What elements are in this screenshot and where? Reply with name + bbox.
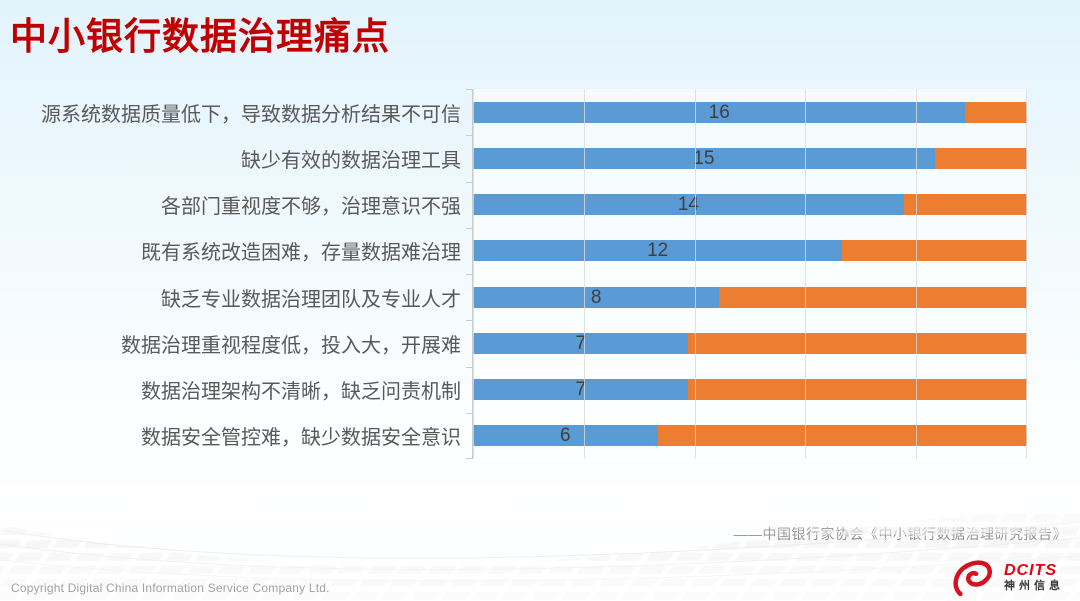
blue-segment: 12 (473, 240, 843, 262)
stacked-bar: 14 (473, 194, 1027, 216)
copyright-text: Copyright Digital China Information Serv… (11, 581, 330, 595)
value-label: 15 (693, 147, 715, 169)
value-label: 12 (647, 240, 669, 262)
blue-segment: 7 (473, 379, 689, 401)
stacked-bar: 16 (473, 101, 1027, 123)
bar-row: 6 (473, 413, 1027, 459)
orange-segment (965, 101, 1027, 123)
orange-segment (657, 425, 1027, 447)
bar-row: 7 (473, 367, 1027, 413)
orange-segment (842, 240, 1027, 262)
blue-segment: 14 (473, 194, 904, 216)
category-label: 数据治理架构不清晰，缺乏问责机制 (141, 381, 461, 404)
blue-segment: 6 (473, 425, 658, 447)
value-label: 14 (677, 194, 699, 216)
swirl-comet-icon (953, 560, 992, 596)
category-label: 缺少有效的数据治理工具 (241, 149, 461, 172)
blue-segment: 8 (473, 286, 720, 308)
bar-row: 8 (473, 274, 1027, 320)
bar-row: 14 (473, 182, 1027, 228)
category-label: 数据安全管控难，缺少数据安全意识 (141, 427, 461, 450)
bar-row: 16 (473, 89, 1027, 135)
category-axis: 源系统数据质量低下，导致数据分析结果不可信缺少有效的数据治理工具各部门重视度不够… (0, 89, 472, 459)
blue-segment: 7 (473, 332, 689, 354)
stacked-bar: 8 (473, 286, 1027, 308)
value-label: 7 (575, 379, 586, 401)
category-label: 源系统数据质量低下，导致数据分析结果不可信 (41, 103, 461, 126)
logo-subtitle: 神州信息 (1004, 579, 1064, 592)
value-label: 8 (590, 286, 602, 308)
pain-points-bar-chart: 源系统数据质量低下，导致数据分析结果不可信缺少有效的数据治理工具各部门重视度不够… (0, 89, 1027, 459)
stacked-bar: 15 (473, 147, 1027, 169)
orange-segment (934, 147, 1027, 169)
plot-area: 16 15 14 12 8 7 7 6 (466, 89, 1027, 459)
orange-segment (688, 379, 1027, 401)
bar-rows: 16 15 14 12 8 7 7 6 (473, 89, 1027, 459)
footer-wave-decoration-icon (0, 486, 1080, 601)
stacked-bar: 7 (473, 379, 1027, 401)
page-title: 中小银行数据治理痛点 (10, 16, 390, 57)
value-label: 6 (560, 425, 571, 447)
logo-text: DCITS 神州信息 (1004, 561, 1064, 592)
category-label: 缺乏专业数据治理团队及专业人才 (161, 288, 461, 311)
orange-segment (688, 332, 1027, 354)
logo-brand: DCITS (1004, 561, 1057, 579)
dcits-logo: DCITS 神州信息 (949, 558, 1064, 596)
category-label: 各部门重视度不够，治理意识不强 (161, 196, 461, 219)
blue-segment: 16 (473, 101, 966, 123)
stacked-bar: 12 (473, 240, 1027, 262)
orange-segment (903, 194, 1027, 216)
bar-row: 12 (473, 228, 1027, 274)
value-label: 16 (708, 101, 730, 123)
stacked-bar: 7 (473, 332, 1027, 354)
bar-row: 15 (473, 135, 1027, 181)
value-label: 7 (575, 332, 586, 354)
stacked-bar: 6 (473, 425, 1027, 447)
orange-segment (719, 286, 1027, 308)
bar-row: 7 (473, 320, 1027, 366)
category-label: 既有系统改造困难，存量数据难治理 (141, 242, 461, 265)
blue-segment: 15 (473, 147, 935, 169)
category-label: 数据治理重视程度低，投入大，开展难 (121, 334, 461, 357)
